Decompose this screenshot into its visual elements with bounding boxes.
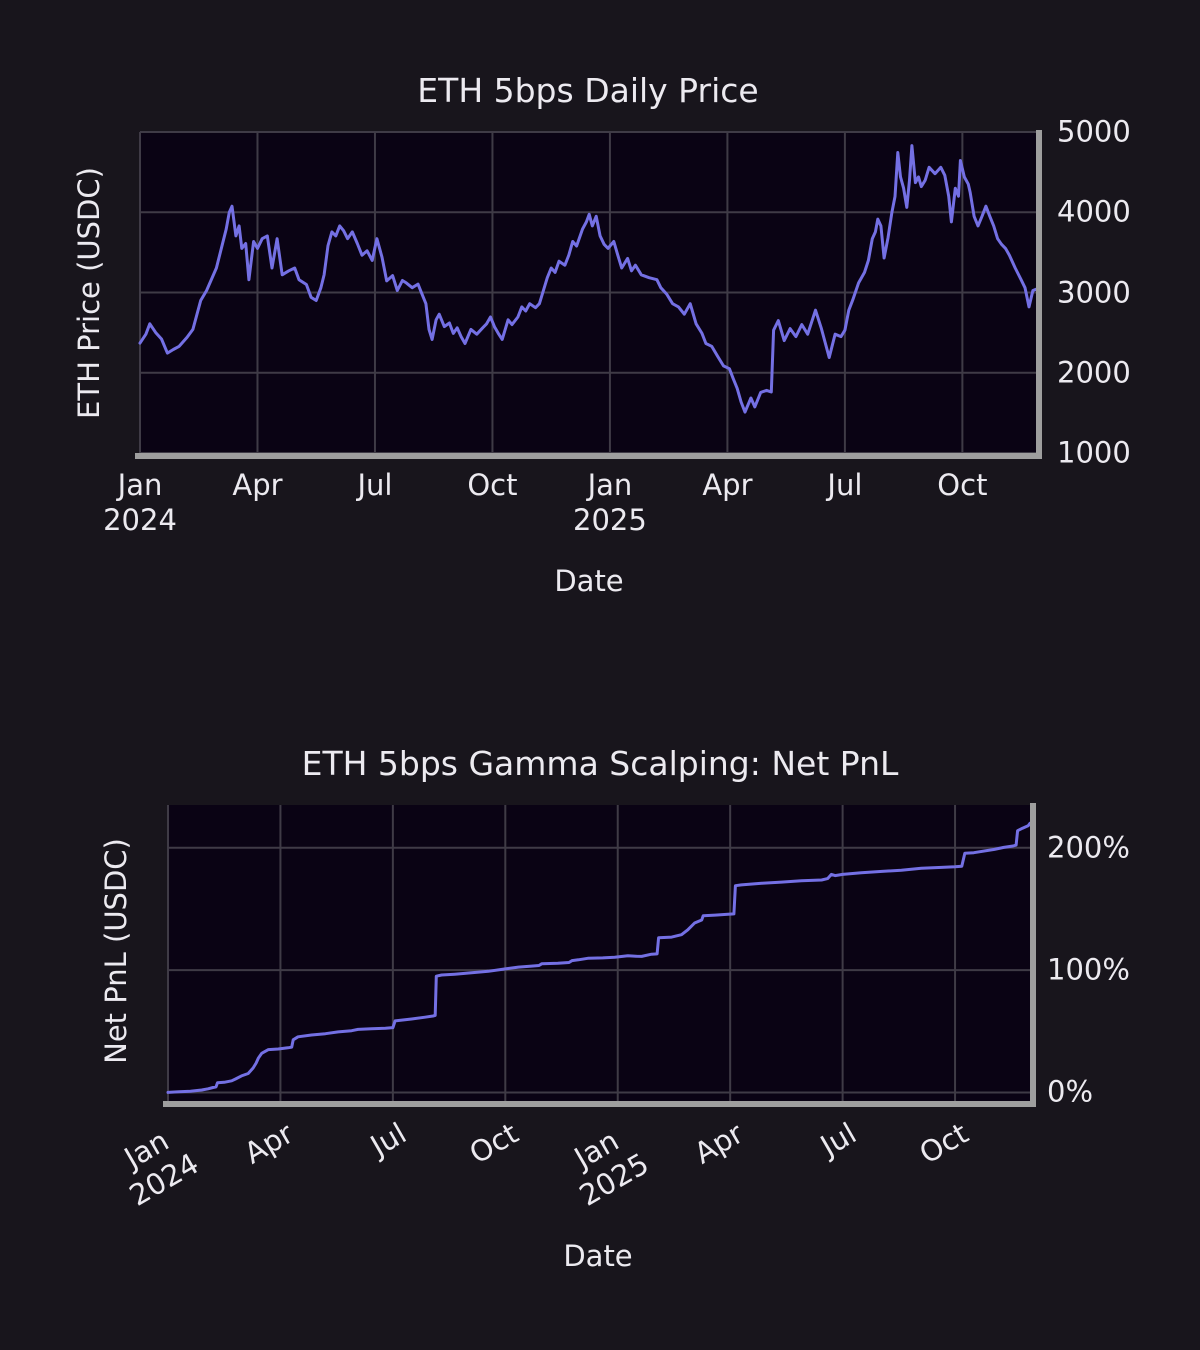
pnl-y-tick-label: 100% — [1047, 952, 1130, 987]
pnl-x-axis-label: Date — [563, 1239, 633, 1273]
price-x-tick-label: Jan 2024 — [103, 468, 177, 537]
price-y-tick-label: 2000 — [1057, 355, 1131, 390]
price-x-tick-label: Oct — [467, 468, 518, 502]
pnl-y-tick-label: 0% — [1047, 1074, 1094, 1109]
pnl-y-tick-label: 200% — [1047, 830, 1130, 865]
price-x-axis-label: Date — [554, 564, 624, 598]
price-chart-title: ETH 5bps Daily Price — [417, 71, 759, 110]
price-y-axis-label: ETH Price (USDC) — [72, 167, 106, 419]
price-y-tick-label: 5000 — [1057, 114, 1131, 149]
pnl-chart-title: ETH 5bps Gamma Scalping: Net PnL — [301, 744, 899, 783]
price-x-tick-label: Jul — [827, 468, 863, 502]
price-x-tick-label: Jul — [357, 468, 393, 502]
price-y-tick-label: 4000 — [1057, 194, 1131, 229]
price-y-tick-label: 1000 — [1057, 435, 1131, 470]
pnl-right-spine — [1030, 803, 1036, 1107]
price-x-tick-label: Apr — [702, 468, 753, 502]
pnl-bottom-spine — [163, 1101, 1036, 1107]
pnl-plot-area — [168, 805, 1030, 1101]
price-series-line — [138, 144, 1038, 414]
price-bottom-spine — [135, 453, 1042, 459]
pnl-series-line — [166, 821, 1032, 1094]
pnl-y-axis-label: Net PnL (USDC) — [99, 838, 133, 1064]
price-x-tick-label: Apr — [232, 468, 283, 502]
price-x-tick-label: Oct — [937, 468, 988, 502]
price-right-spine — [1036, 130, 1042, 459]
price-x-tick-label: Jan 2025 — [573, 468, 647, 537]
price-y-tick-label: 3000 — [1057, 275, 1131, 309]
